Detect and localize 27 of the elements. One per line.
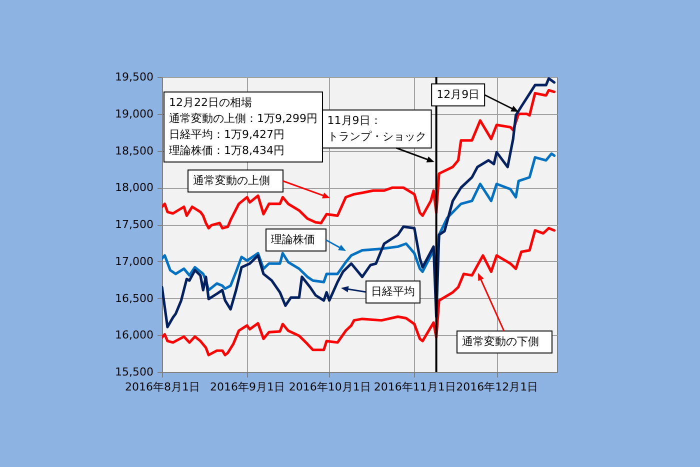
- x-tick-label: 2016年11月1日: [374, 380, 456, 394]
- series-label: 理論株価: [271, 233, 315, 246]
- line-series: [162, 226, 556, 356]
- annotation: 12月9日: [436, 88, 480, 101]
- text: 通常変動の下側: [462, 335, 539, 348]
- y-tick-label: 17,000: [115, 254, 154, 268]
- annotation: 通常変動の上側：1万9,299円: [169, 112, 318, 125]
- ref-line-label: 11月9日：トランプ・ショック: [327, 114, 426, 143]
- y-tick-label: 19,000: [115, 107, 154, 120]
- series-label: 通常変動の上側: [193, 174, 270, 187]
- y-tick-label: 16,000: [115, 328, 154, 342]
- x-tick-label: 2016年12月1日: [456, 380, 538, 394]
- line-series: [162, 77, 556, 328]
- y-tick-label: 17,500: [115, 218, 154, 231]
- annotation: 理論株価：1万8,434円: [169, 144, 284, 157]
- y-tick-label: 18,000: [115, 181, 154, 194]
- annotation: 12月22日の相場: [169, 96, 252, 109]
- annotation: 日経平均：1万9,427円: [169, 128, 284, 141]
- y-tick-label: 18,500: [115, 144, 154, 158]
- y-tick-label: 16,500: [115, 292, 154, 305]
- legend-label: 日経平均: [371, 285, 415, 298]
- line-series: [162, 88, 556, 230]
- x-tick-label: 2016年10月1日: [288, 380, 371, 394]
- y-tick-label: 15,500: [115, 366, 154, 378]
- x-tick-label: 2016年8月1日: [125, 380, 200, 394]
- y-tick-label: 19,500: [115, 70, 154, 84]
- x-tick-label: 2016年9月1日: [210, 380, 286, 394]
